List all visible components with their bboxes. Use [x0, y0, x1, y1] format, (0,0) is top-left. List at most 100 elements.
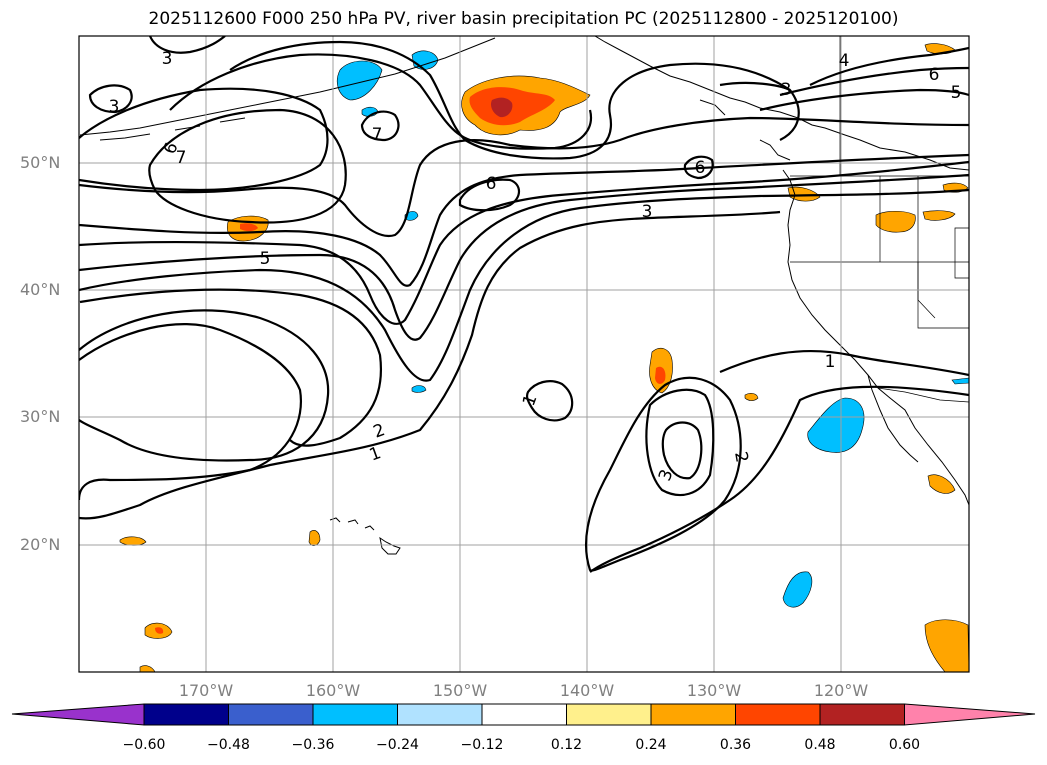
pv-contour-7-small — [360, 110, 400, 142]
coastlines — [79, 36, 969, 555]
pv-contour-mid-3 — [79, 160, 969, 325]
lon-label: 130°W — [686, 681, 742, 700]
precip-cal-blue — [807, 397, 865, 453]
contour-label: 6 — [929, 65, 940, 85]
precip-oregon-orange — [787, 186, 821, 202]
contour-label: 3 — [162, 49, 173, 69]
pv-contour-1-east — [589, 349, 969, 573]
colorbar-tick-label: 0.36 — [719, 737, 752, 753]
pv-contour-mid-1 — [79, 188, 969, 382]
pv-contour-ne-5 — [759, 88, 969, 112]
coast-baja — [867, 374, 919, 463]
pv-contours — [79, 36, 969, 573]
contour-label: 7 — [176, 148, 187, 168]
map-frame — [78, 35, 970, 673]
border-states-4 — [954, 227, 969, 279]
contour-label: 6 — [695, 158, 706, 178]
coast-west-us — [782, 169, 969, 506]
precip-sw-orange-2 — [119, 536, 147, 546]
contour-label: 6 — [486, 174, 497, 194]
colorbar-bin — [228, 703, 314, 726]
contour-label: 3 — [642, 202, 653, 222]
coast-north-america — [594, 36, 969, 171]
contour-label: 3 — [781, 80, 792, 100]
precip-small-orange-2 — [139, 665, 156, 672]
lat-label: 20°N — [20, 535, 61, 554]
pv-contour-3-inner — [661, 421, 703, 480]
pv-contour-2-low — [79, 309, 330, 462]
precip-cal-orange — [875, 210, 916, 233]
precip-bering-blue — [337, 60, 383, 101]
contour-label: 2 — [730, 450, 752, 464]
precip-bering-blue-2 — [411, 50, 439, 70]
precip-small-blue-4 — [951, 377, 969, 385]
precip-small-orange — [744, 393, 759, 401]
border-us-mexico — [877, 387, 969, 403]
contour-label: 2 — [371, 420, 388, 442]
pv-contour-ne-6 — [779, 66, 969, 97]
colorbar-bin — [481, 703, 567, 726]
colorbar-tick-label: 0.60 — [888, 737, 921, 753]
pv-contour-mid-5 — [79, 116, 969, 238]
contour-label: 3 — [655, 467, 677, 484]
pv-contour-3-nw — [88, 84, 133, 114]
colorbar-bin — [143, 703, 229, 726]
border-states-2 — [917, 176, 969, 329]
colorbar-over-triangle — [904, 703, 1036, 726]
map-title: 2025112600 F000 250 hPa PV, river basin … — [148, 9, 899, 29]
pv-contour-7-ring — [148, 108, 347, 224]
lon-label: 140°W — [559, 681, 615, 700]
lat-label: 40°N — [20, 280, 61, 299]
pv-contour-mid-4 — [79, 153, 969, 287]
contour-label: 1 — [367, 443, 384, 465]
contour-label-group: 3 3 6 7 7 5 6 3 6 1 2 1 3 2 1 4 6 5 3 — [109, 49, 962, 484]
political-borders — [790, 36, 969, 403]
pv-contour-ne-3 — [719, 81, 791, 92]
colorbar-bin — [650, 703, 736, 726]
lat-label: 30°N — [20, 407, 61, 426]
pv-contour-1-small — [525, 380, 574, 422]
colorbar-bin — [735, 703, 821, 726]
precip-se-orange — [924, 619, 969, 672]
contour-label: 5 — [260, 249, 271, 269]
pv-contour-1-west — [79, 210, 781, 520]
contour-label: 3 — [109, 97, 120, 117]
coast-canada-islands — [699, 99, 791, 161]
pv-contour-2-upper — [79, 288, 382, 447]
contour-label: 4 — [839, 51, 850, 71]
colorbar-tick-label: −0.36 — [291, 737, 335, 753]
precip-mexico-orange — [927, 474, 956, 494]
colorbar-tick-label: −0.12 — [460, 737, 504, 753]
contour-label: 5 — [951, 83, 962, 103]
pv-contour-upper-2 — [169, 53, 593, 150]
contour-label: 7 — [372, 125, 383, 145]
colorbar-tick-label: 0.48 — [804, 737, 836, 753]
colorbar-tick-label: 0.12 — [550, 737, 583, 753]
precip-baja-red — [655, 366, 666, 384]
colorbar-tick-label: −0.60 — [122, 737, 166, 753]
pv-contour-2-east — [584, 376, 742, 572]
coast-alaska-south — [79, 37, 496, 136]
pv-contour-upper-1 — [229, 40, 800, 160]
precip-shading — [119, 43, 969, 672]
colorbar-bin — [819, 703, 905, 726]
lon-label: 160°W — [305, 681, 361, 700]
pv-contour-1-low — [79, 323, 302, 501]
colorbar-tick-label: 0.24 — [635, 737, 667, 753]
colorbar-bin — [397, 703, 483, 726]
contour-label: 1 — [825, 352, 836, 372]
border-ca-nv — [917, 262, 936, 319]
precip-gulf-alaska-darkred — [490, 97, 513, 118]
pv-contour-ne-4 — [809, 46, 969, 86]
colorbar-tick-label: −0.24 — [376, 737, 419, 753]
precip-sw-red — [155, 627, 164, 634]
contour-label: 1 — [519, 392, 541, 409]
precip-cal-orange-2 — [922, 210, 956, 221]
precip-nw-red-1 — [240, 223, 258, 232]
colorbar-bin — [566, 703, 652, 726]
lon-label: 170°W — [178, 681, 234, 700]
colorbar — [11, 703, 1036, 726]
pv-contour-3-east — [645, 388, 715, 497]
hawaii-islands — [329, 517, 401, 555]
